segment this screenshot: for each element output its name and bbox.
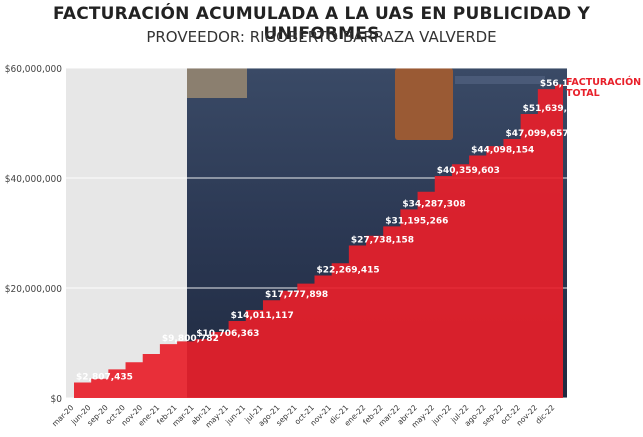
y-tick-label: $20,000,000 [5, 284, 62, 295]
data-label: $56,151,885 [540, 79, 603, 89]
leather-patch [395, 68, 453, 140]
data-label: $47,099,657 [505, 129, 568, 139]
y-tick-label: $0 [51, 394, 63, 405]
left-background-panel [66, 68, 187, 398]
data-label: $22,269,415 [317, 266, 380, 276]
data-label: $31,195,266 [385, 216, 448, 226]
chart-title: FACTURACIÓN ACUMULADA A LA UAS EN PUBLIC… [52, 4, 590, 44]
data-label: $34,287,308 [402, 199, 465, 209]
chart-subtitle: PROVEEDOR: RIGOBERTO BARRAZA VALVERDE [146, 28, 497, 46]
data-label: $10,706,363 [196, 329, 259, 339]
data-label: $14,011,117 [231, 311, 294, 321]
series-annotation-label: FACTURACIÓN [566, 76, 641, 88]
x-tick-label: mar-20 [50, 403, 75, 428]
data-label: $51,639,272 [523, 104, 586, 114]
data-label: $2,807,435 [76, 373, 133, 383]
x-tick-label: dic-22 [534, 403, 557, 426]
series-annotation-label: TOTAL [566, 88, 600, 99]
data-label: $40,359,603 [437, 166, 500, 176]
sweater-photo-detail [187, 68, 247, 98]
data-label: $9,800,782 [162, 334, 219, 344]
data-label: $44,098,154 [471, 145, 534, 155]
data-label: $17,777,898 [265, 290, 328, 300]
y-tick-label: $60,000,000 [5, 64, 62, 75]
belt-loop-detail [455, 76, 545, 84]
cumulative-area-series [74, 84, 563, 398]
y-tick-label: $40,000,000 [5, 174, 62, 185]
data-label: $27,738,158 [351, 235, 414, 245]
